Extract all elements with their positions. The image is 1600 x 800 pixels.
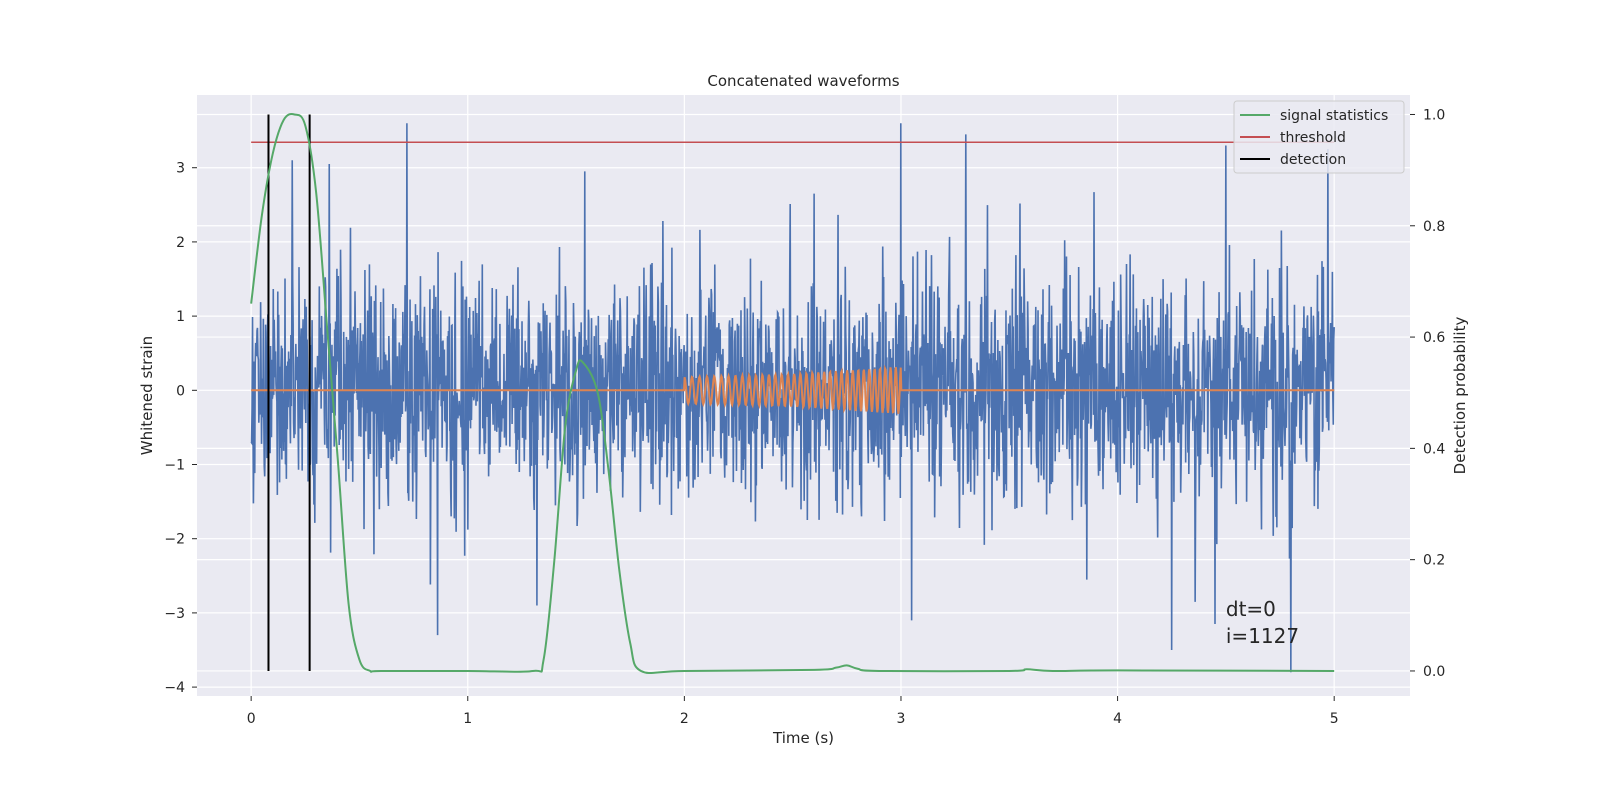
y-tick-label: 1 [176,309,185,325]
x-tick-label: 2 [680,711,689,727]
x-axis-ticks: 0 1 2 3 4 5 [247,696,1339,727]
y-tick-label: −2 [164,532,185,548]
legend: signal statistics threshold detection [1233,100,1405,174]
y2-tick-label: 0.6 [1423,330,1445,346]
y-tick-label: −3 [164,606,185,622]
annotation-line-dt: dt=0 [1226,597,1276,621]
y2-tick-label: 0.0 [1423,664,1445,680]
legend-label: signal statistics [1280,108,1388,124]
y-tick-label: 3 [176,161,185,177]
annotation-line-index: i=1127 [1226,624,1299,648]
plot-area [250,113,1335,675]
y2-axis-ticks: 0.0 0.2 0.4 0.6 0.8 1.0 [1410,107,1445,680]
x-tick-label: 5 [1330,711,1339,727]
y-axis-ticks: −4 −3 −2 −1 0 1 2 3 [164,161,197,696]
y2-tick-label: 0.8 [1423,219,1445,235]
chart-title: Concatenated waveforms [707,72,899,90]
y-tick-label: −1 [164,458,185,474]
x-tick-label: 0 [247,711,256,727]
y-tick-label: 0 [176,383,185,399]
x-tick-label: 1 [463,711,472,727]
x-tick-label: 4 [1113,711,1122,727]
x-tick-label: 3 [897,711,906,727]
strain-noise-line [250,123,1335,673]
injected-chirp-line [251,364,1335,414]
y2-tick-label: 0.4 [1423,441,1445,457]
y2-tick-label: 0.2 [1423,553,1445,569]
x-axis-label: Time (s) [772,729,834,747]
y-tick-label: 2 [176,235,185,251]
annotation-text: dt=0 i=1127 [1226,597,1299,648]
y2-tick-label: 1.0 [1423,107,1445,123]
y-tick-label: −4 [164,680,185,696]
y-axis-label: Whitened strain [138,336,156,455]
legend-label: detection [1280,152,1346,168]
legend-label: threshold [1280,130,1346,146]
legend-box [1233,100,1405,174]
signal-statistics-line [250,113,1335,675]
y2-axis-label: Detection probability [1451,317,1469,475]
